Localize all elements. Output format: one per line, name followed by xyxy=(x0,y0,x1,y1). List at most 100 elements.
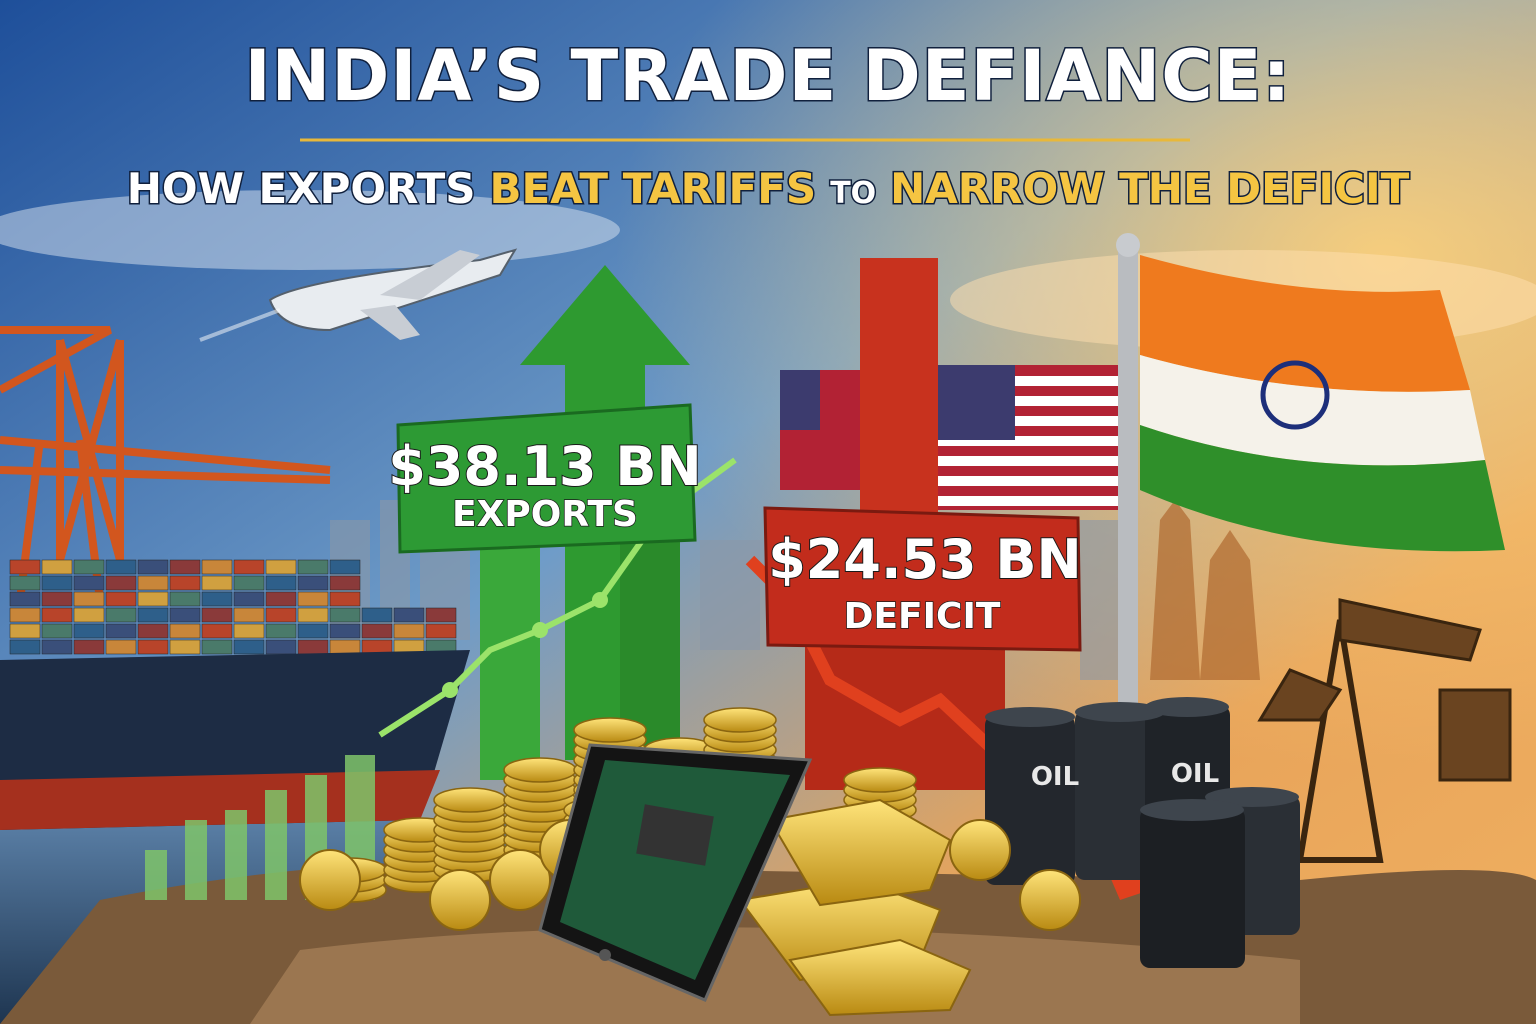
deficit-label: DEFICIT xyxy=(844,596,1001,637)
cargo-ship-part-part xyxy=(169,607,201,623)
gold-coins-and-bars-part-part xyxy=(429,869,491,931)
cargo-ship-part-part xyxy=(137,639,169,655)
gold-coins-and-bars-part-part xyxy=(768,798,952,907)
cargo-ship-part-part xyxy=(9,575,41,591)
oil-barrels-part xyxy=(1140,808,1245,968)
deficit-amount: $24.53 BN xyxy=(768,528,1082,591)
cargo-ship-part-part xyxy=(265,639,297,655)
us-flags-part xyxy=(935,365,1015,440)
cargo-ship-part-part xyxy=(329,575,361,591)
cargo-ship-part-part xyxy=(233,575,265,591)
airplane xyxy=(199,248,518,342)
green-exports-arrow-part-part xyxy=(145,850,167,900)
smartphone xyxy=(538,743,813,1002)
gold-coins-and-bars-part-part xyxy=(788,938,972,1017)
cargo-ship-part-part xyxy=(105,591,137,607)
india-flag-part xyxy=(1118,245,1138,745)
cargo-ship-part-part xyxy=(201,591,233,607)
cargo-ship-part-part xyxy=(265,623,297,639)
india-flag-part xyxy=(1140,425,1505,552)
cargo-ship-part-part xyxy=(201,623,233,639)
oil-barrels-part-part xyxy=(985,707,1075,727)
cargo-ship-part xyxy=(0,770,440,830)
cargo-ship-part-part xyxy=(297,591,329,607)
cargo-ship-part-part xyxy=(41,575,73,591)
india-flag-part xyxy=(1260,360,1330,430)
cargo-ship-part-part xyxy=(137,575,169,591)
port-crane-part xyxy=(0,436,331,484)
oil-derricks-part xyxy=(1338,598,1482,662)
oil-barrels-part-part xyxy=(1140,799,1244,821)
us-flags-part xyxy=(780,370,820,430)
us-flags-part-part xyxy=(935,396,1120,406)
headline: INDIA’S TRADE DEFIANCE: HOW EXPORTS BEAT … xyxy=(125,34,1411,215)
cargo-ship-part-part xyxy=(73,575,105,591)
cargo-ship-part-part xyxy=(233,559,265,575)
gold-coins-and-bars-part-part xyxy=(949,819,1011,881)
cargo-ship-part-part xyxy=(233,591,265,607)
cargo-ship-part-part xyxy=(169,559,201,575)
cargo-ship-part-part xyxy=(41,639,73,655)
cargo-ship-part-part xyxy=(265,591,297,607)
cargo-ship-part-part xyxy=(297,559,329,575)
oil-barrels-part-part xyxy=(1075,702,1165,722)
background-part xyxy=(0,190,620,270)
cargo-ship-part-part xyxy=(9,591,41,607)
green-exports-arrow-part-part xyxy=(185,820,207,900)
cargo-ship-part-part xyxy=(105,607,137,623)
deficit-sign: $24.53 BN DEFICIT xyxy=(763,506,1083,652)
port-crane-part xyxy=(0,326,112,394)
gold-coins-and-bars-part xyxy=(738,798,972,1017)
green-exports-arrow-part xyxy=(480,540,540,780)
cargo-ship-part-part xyxy=(9,607,41,623)
us-flags-part-part xyxy=(935,456,1120,466)
cargo-ship-part-part xyxy=(105,639,137,655)
us-flags-part-part xyxy=(935,476,1120,486)
cargo-ship-part-part xyxy=(105,623,137,639)
airplane-part xyxy=(199,308,281,342)
background-part-part xyxy=(700,540,760,650)
green-exports-arrow-part-part xyxy=(225,810,247,900)
cargo-ship-part-part xyxy=(9,559,41,575)
cargo-ship-part-part xyxy=(329,591,361,607)
cargo-ship-part-part xyxy=(41,559,73,575)
background-part-part xyxy=(420,540,470,640)
exports-sign-part xyxy=(396,403,697,554)
cargo-ship-part-part xyxy=(425,623,457,639)
smartphone-part xyxy=(560,760,790,980)
gold-coins-and-bars-part-part xyxy=(489,849,551,911)
oil-barrels-part xyxy=(985,697,1299,821)
background-part xyxy=(250,927,1300,1024)
deficit-sign-part xyxy=(763,506,1082,652)
background-part xyxy=(1150,500,1260,680)
cargo-ship-part-part xyxy=(73,559,105,575)
gold-coins-and-bars-part-part xyxy=(433,787,507,813)
cargo-ship-part-part xyxy=(265,575,297,591)
cargo-ship-part-part xyxy=(233,623,265,639)
cargo-ship-part-part xyxy=(265,559,297,575)
subtitle-segment: HOW EXPORTS xyxy=(127,164,476,213)
airplane-part xyxy=(360,305,420,340)
green-exports-arrow-part-part xyxy=(442,682,458,698)
cargo-ship-part-part xyxy=(9,623,41,639)
cargo-ship-part-part xyxy=(201,575,233,591)
exports-label: EXPORTS xyxy=(452,494,638,535)
cargo-ship-part-part xyxy=(41,623,73,639)
us-flags xyxy=(780,365,1120,510)
cargo-ship-part-part xyxy=(169,591,201,607)
cargo-ship-part-part xyxy=(105,575,137,591)
smartphone-part xyxy=(636,804,714,866)
cargo-ship-part-part xyxy=(393,623,425,639)
cargo-ship-part-part xyxy=(137,607,169,623)
cargo-ship-part-part xyxy=(329,623,361,639)
title: INDIA’S TRADE DEFIANCE: xyxy=(245,35,1292,117)
cargo-ship-part-part xyxy=(425,607,457,623)
cargo-ship-part-part xyxy=(329,559,361,575)
us-flags-part-part xyxy=(935,416,1120,426)
gold-coins-and-bars-part-part xyxy=(573,717,647,743)
cargo-ship-part-part xyxy=(169,639,201,655)
gold-coins-and-bars-part-part xyxy=(1019,869,1081,931)
cargo-ship-part-part xyxy=(297,575,329,591)
cargo-ship-part-part xyxy=(201,559,233,575)
green-exports-arrow-part-part xyxy=(532,622,548,638)
